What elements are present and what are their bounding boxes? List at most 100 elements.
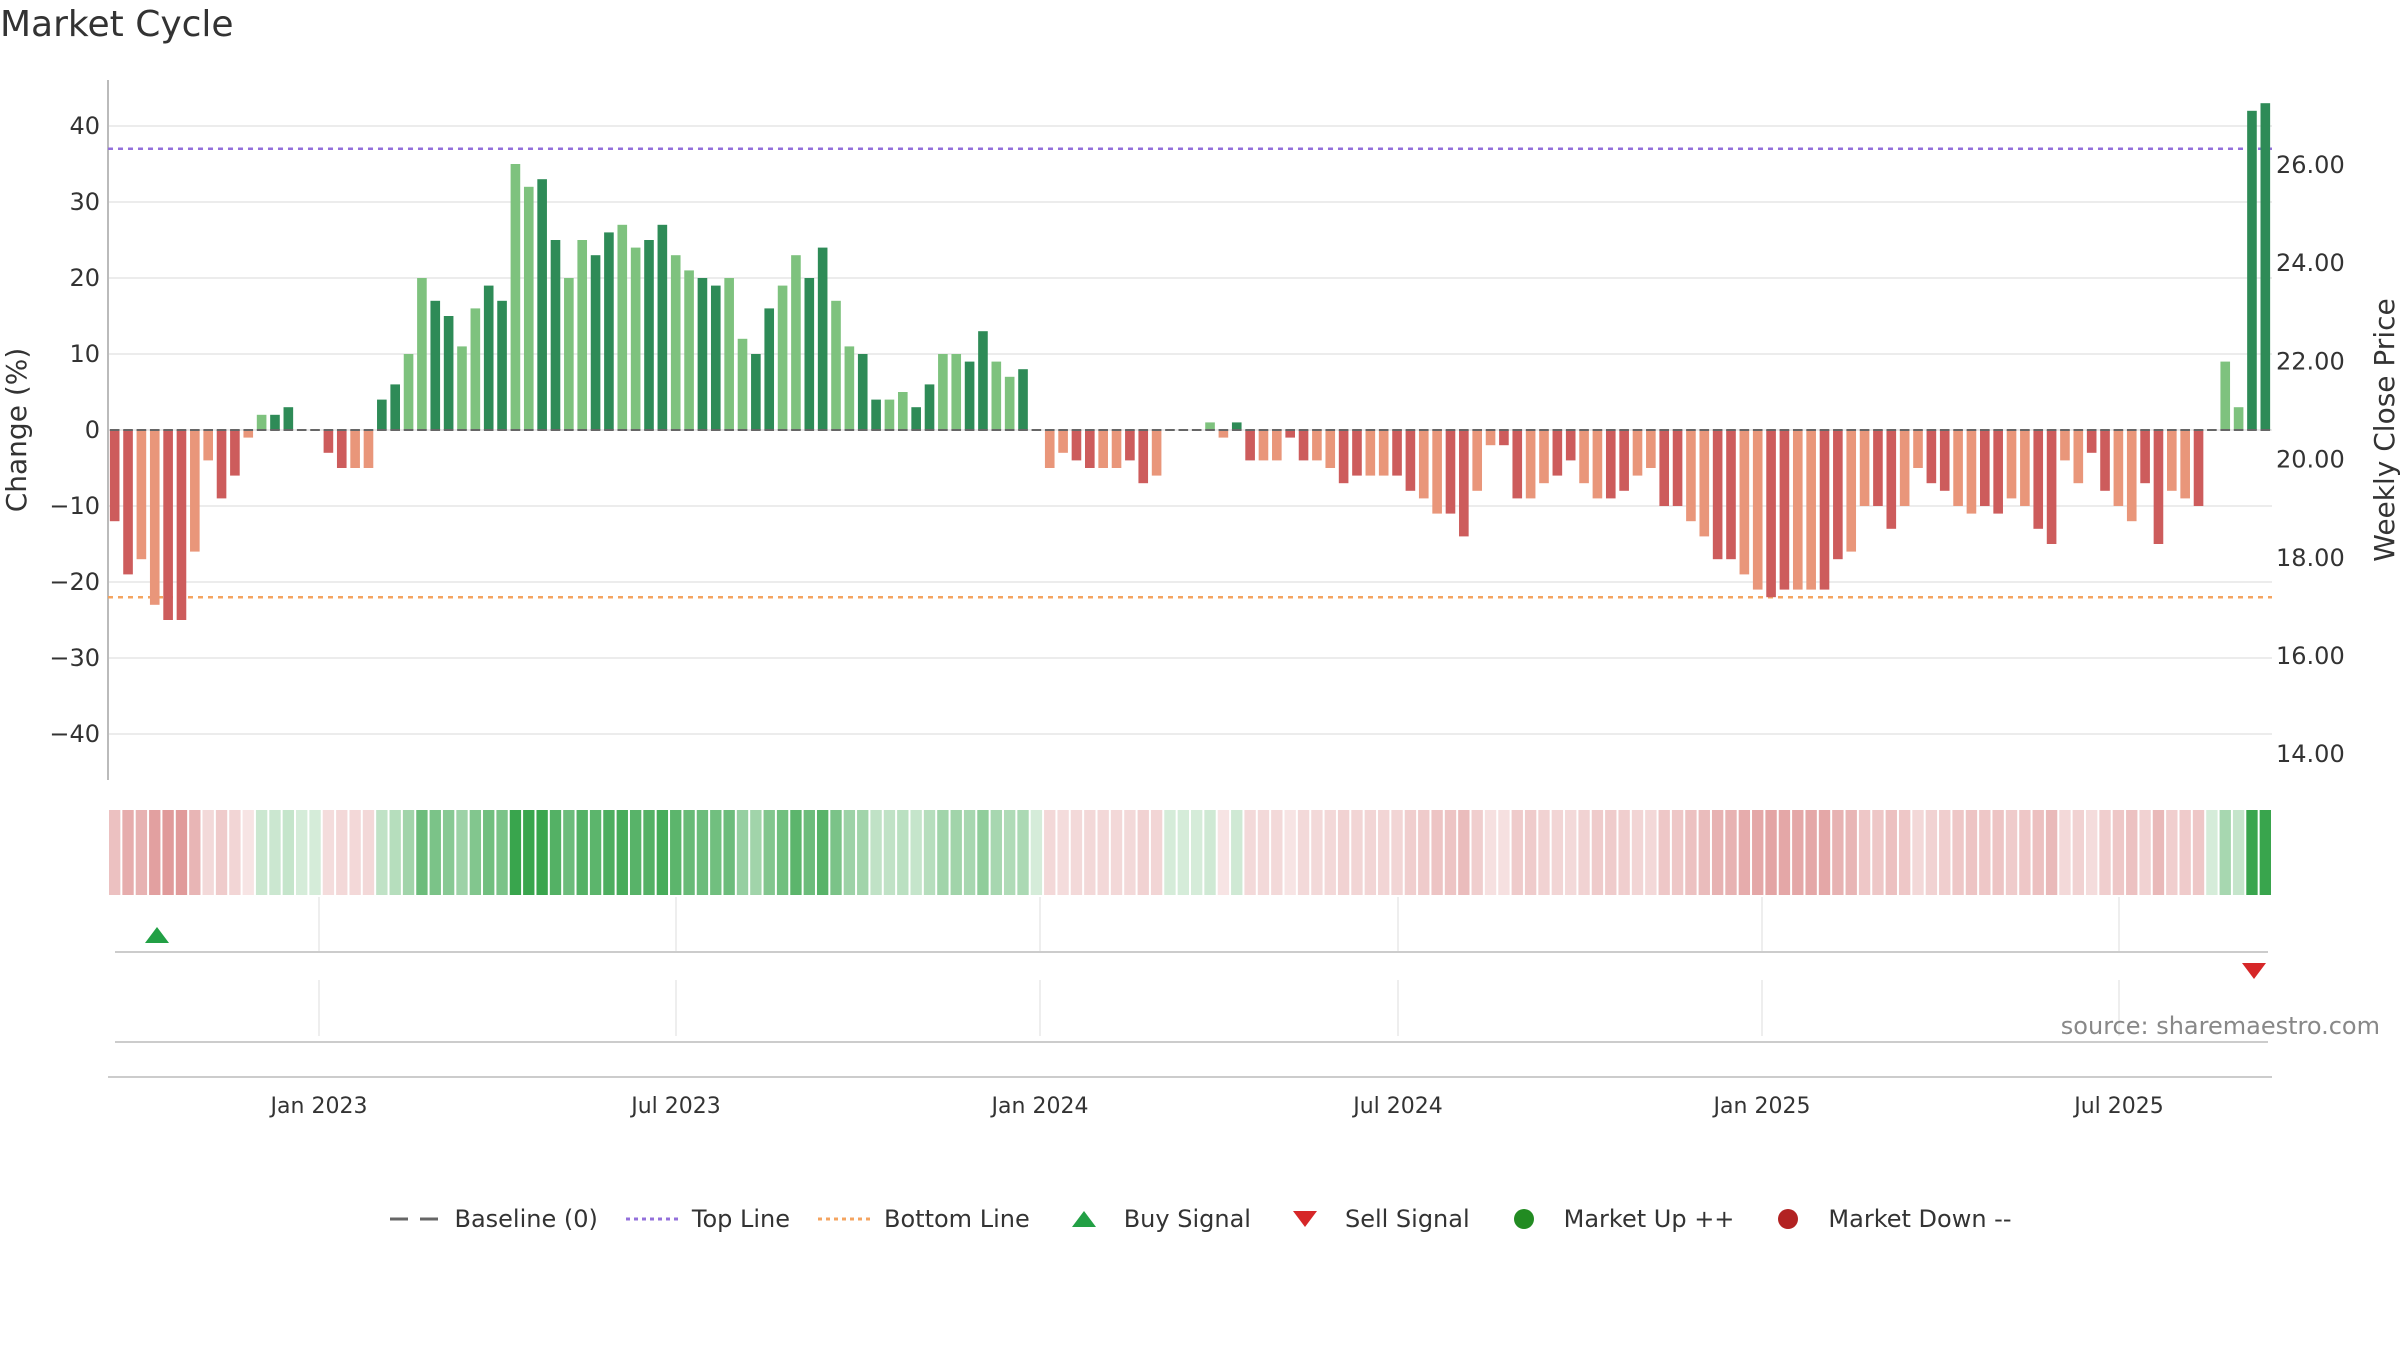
heat-cell — [149, 810, 161, 895]
legend-item-buy: Buy Signal — [1058, 1205, 1251, 1233]
bar — [550, 240, 561, 430]
heat-cell — [2085, 810, 2098, 895]
heat-cell — [189, 810, 201, 895]
legend-label: Bottom Line — [884, 1205, 1030, 1233]
y-tick-label-left: 10 — [69, 340, 100, 368]
heat-cell — [2232, 810, 2245, 895]
bar — [1445, 430, 1456, 514]
heat-cell — [736, 810, 749, 895]
bar — [644, 240, 654, 430]
heat-cell — [309, 810, 321, 895]
bar — [2193, 430, 2204, 506]
legend-item-mdown: Market Down -- — [1762, 1205, 2012, 1233]
heat-cell — [723, 810, 735, 895]
heat-cell — [122, 810, 134, 895]
bar — [951, 354, 962, 430]
bar — [1539, 430, 1549, 484]
bar — [470, 308, 481, 430]
heat-cell — [509, 810, 522, 895]
bar — [777, 285, 788, 430]
heat-cell — [456, 810, 468, 895]
heat-cell — [1925, 810, 1938, 895]
heat-cell — [803, 810, 815, 895]
heat-cell — [2152, 810, 2165, 895]
heat-cell — [1725, 810, 1737, 895]
x-tick-label: Jul 2023 — [629, 1094, 721, 1119]
bar — [1779, 430, 1790, 590]
bar — [1712, 430, 1723, 560]
heat-cell — [830, 810, 842, 895]
heat-cell — [1271, 810, 1283, 895]
heat-cell — [1244, 810, 1256, 895]
bar — [1846, 430, 1857, 552]
bar — [724, 278, 734, 430]
x-tick-label: Jul 2024 — [1351, 1094, 1443, 1119]
bar — [1044, 430, 1055, 468]
heat-cell — [616, 810, 628, 895]
heat-cell — [750, 810, 762, 895]
bar — [1899, 430, 1910, 506]
heat-cell — [2032, 810, 2044, 895]
legend-label: Top Line — [691, 1205, 791, 1233]
heat-cell — [162, 810, 174, 895]
heat-cell — [963, 810, 976, 895]
y-tick-label-left: −40 — [49, 720, 100, 748]
bar — [403, 354, 414, 430]
x-tick-label: Jul 2025 — [2072, 1094, 2164, 1119]
heat-cell — [2099, 810, 2111, 895]
bar — [978, 331, 988, 430]
heat-cell — [2112, 810, 2125, 895]
bar — [577, 240, 588, 430]
y-tick-label-left: 40 — [69, 112, 100, 140]
heat-cell — [857, 810, 869, 895]
bar — [2220, 361, 2231, 430]
bar — [804, 278, 815, 430]
heat-cell — [1752, 810, 1764, 895]
heat-cell — [1845, 810, 1857, 895]
heat-cell — [2072, 810, 2084, 895]
bar — [1459, 430, 1469, 537]
x-tick-label: Jan 2024 — [990, 1094, 1089, 1119]
bar — [1605, 430, 1616, 499]
heat-cell — [1431, 810, 1443, 895]
bar — [1886, 430, 1897, 529]
heat-cell — [1965, 810, 1978, 895]
heat-cell — [1204, 810, 1216, 895]
heat-cell — [1391, 810, 1403, 895]
heat-cell — [1591, 810, 1604, 895]
heat-cell — [843, 810, 856, 895]
bar — [831, 300, 841, 430]
bar — [377, 399, 387, 430]
bar — [1993, 430, 2003, 514]
buy-signal-marker — [145, 927, 169, 943]
bar — [1058, 430, 1068, 453]
bar — [216, 430, 227, 499]
bar — [1258, 430, 1269, 461]
bar — [1619, 430, 1629, 491]
legend-dot-orange-icon — [818, 1207, 871, 1231]
bar — [2006, 430, 2017, 499]
y-tick-label-left: 20 — [69, 264, 100, 292]
bar — [123, 430, 133, 575]
bar — [964, 361, 975, 430]
bar — [737, 338, 748, 430]
heat-cell — [336, 810, 348, 895]
heat-cell — [1658, 810, 1670, 895]
bar — [1151, 430, 1162, 476]
bar — [564, 278, 574, 430]
heat-cell — [1992, 810, 2004, 895]
legend-tri-down-icon — [1279, 1207, 1331, 1231]
heat-cell — [202, 810, 214, 895]
heat-cell — [1858, 810, 1871, 895]
legend-item-baseline: Baseline (0) — [388, 1205, 598, 1233]
bar — [2046, 430, 2057, 544]
heat-cell — [1017, 810, 1029, 895]
bar — [1966, 430, 1977, 514]
bar — [911, 407, 921, 430]
heat-cell — [322, 810, 335, 895]
heat-cell — [603, 810, 615, 895]
heat-cell — [389, 810, 401, 895]
bar — [2153, 430, 2164, 544]
bar — [844, 346, 855, 430]
y-tick-label-left: −30 — [49, 644, 100, 672]
